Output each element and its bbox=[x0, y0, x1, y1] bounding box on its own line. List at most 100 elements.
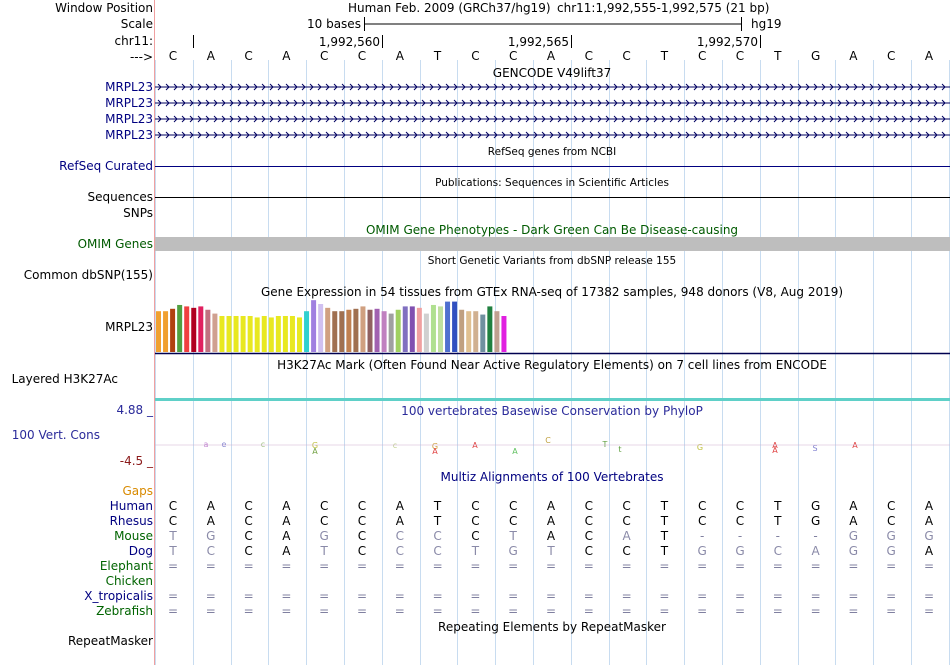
alignment-base: = bbox=[356, 589, 368, 603]
species-label[interactable]: Dog bbox=[128, 544, 153, 558]
alignment-base: T bbox=[169, 544, 177, 558]
cons-label[interactable]: 100 Vert. Cons bbox=[11, 428, 100, 442]
alignment-base: A bbox=[282, 529, 291, 543]
position-text[interactable]: chr11:1,992,555-1,992,575 (21 bp) bbox=[557, 1, 770, 15]
species-label[interactable]: Mouse bbox=[114, 529, 153, 543]
svg-text:A: A bbox=[772, 441, 778, 450]
alignment-base: A bbox=[849, 514, 858, 528]
alignment-base: - bbox=[737, 529, 743, 543]
svg-text:A: A bbox=[772, 446, 778, 455]
gtex-tissue-bar bbox=[332, 311, 338, 352]
alignment-base: = bbox=[394, 589, 405, 603]
cons-title: 100 vertebrates Basewise Conservation by… bbox=[401, 404, 703, 418]
gencode-label-3[interactable]: MRPL23 bbox=[105, 112, 153, 126]
alignment-base: A bbox=[206, 499, 215, 513]
alignment-base: A bbox=[622, 529, 631, 543]
gtex-tissue-bar bbox=[487, 306, 493, 352]
repeatmasker-label[interactable]: RepeatMasker bbox=[67, 634, 153, 648]
scale-label: Scale bbox=[120, 17, 153, 31]
species-label[interactable]: X_tropicalis bbox=[84, 589, 153, 603]
h3k27ac-label[interactable]: Layered H3K27Ac bbox=[11, 372, 118, 386]
alignment-base: T bbox=[547, 544, 555, 558]
alignment-base: = bbox=[697, 559, 708, 573]
reference-base: C bbox=[357, 49, 367, 63]
svg-text:G: G bbox=[432, 442, 438, 451]
gencode-label-2[interactable]: MRPL23 bbox=[105, 96, 153, 110]
alignment-base: = bbox=[281, 559, 292, 573]
species-label[interactable]: Human bbox=[109, 499, 153, 513]
scale-text: 10 bases bbox=[307, 17, 361, 31]
alignment-base: A bbox=[546, 499, 556, 513]
alignment-base: = bbox=[886, 559, 897, 573]
alignment-base: G bbox=[508, 544, 518, 558]
reference-base: G bbox=[810, 49, 821, 63]
gtex-tissue-bar bbox=[282, 316, 288, 352]
gencode-label-1[interactable]: MRPL23 bbox=[105, 80, 153, 94]
gencode-label-4[interactable]: MRPL23 bbox=[105, 128, 153, 142]
alignment-base: = bbox=[545, 589, 557, 603]
gtex-tissue-bar bbox=[430, 304, 436, 352]
alignment-base: C bbox=[886, 499, 896, 513]
gtex-tissue-bar bbox=[205, 309, 211, 352]
gencode-transcripts[interactable] bbox=[155, 80, 950, 142]
omim-feature-bar[interactable] bbox=[155, 237, 950, 251]
alignment-base: = bbox=[734, 589, 746, 603]
species-label[interactable]: Zebrafish bbox=[96, 604, 153, 618]
h3k27ac-title: H3K27Ac Mark (Often Found Near Active Re… bbox=[277, 358, 827, 372]
alignment-base: C bbox=[357, 514, 367, 528]
gtex-tissue-bar bbox=[254, 317, 260, 352]
svg-text:A: A bbox=[312, 447, 318, 456]
alignment-base: = bbox=[508, 604, 519, 618]
species-label[interactable]: Chicken bbox=[105, 574, 153, 588]
alignment-base: G bbox=[206, 529, 216, 543]
cons-ymin: -4.5 _ bbox=[119, 454, 153, 468]
alignment-base: T bbox=[660, 499, 669, 513]
gtex-tissue-bar bbox=[388, 313, 394, 352]
alignment-base: C bbox=[773, 544, 782, 558]
gtex-label[interactable]: MRPL23 bbox=[105, 320, 153, 334]
publications-label-snps[interactable]: SNPs bbox=[123, 206, 153, 220]
gtex-tissue-bar bbox=[233, 316, 239, 352]
alignment-base: = bbox=[167, 604, 179, 618]
alignment-base: C bbox=[357, 529, 367, 543]
species-label[interactable]: Elephant bbox=[99, 559, 153, 573]
alignment-base: T bbox=[169, 529, 177, 543]
gtex-tissue-bar bbox=[289, 316, 295, 352]
alignment-base: = bbox=[205, 589, 216, 603]
publications-line[interactable] bbox=[155, 197, 950, 198]
refseq-label[interactable]: RefSeq Curated bbox=[59, 159, 153, 173]
alignment-base: = bbox=[243, 559, 254, 573]
gaps-label[interactable]: Gaps bbox=[122, 484, 153, 498]
gtex-bar-chart[interactable] bbox=[155, 299, 950, 355]
alignment-base: = bbox=[697, 604, 708, 618]
reference-base: C bbox=[471, 49, 480, 63]
h3k27ac-signal[interactable] bbox=[155, 398, 950, 401]
alignment-base: = bbox=[886, 589, 897, 603]
publications-label-sequences[interactable]: Sequences bbox=[87, 190, 153, 204]
gtex-tissue-bar bbox=[353, 308, 359, 352]
gencode-title: GENCODE V49lift37 bbox=[492, 66, 612, 80]
omim-label[interactable]: OMIM Genes bbox=[77, 237, 153, 251]
svg-text:e: e bbox=[222, 440, 227, 449]
dbsnp-label[interactable]: Common dbSNP(155) bbox=[23, 268, 153, 282]
gencode-transcript bbox=[155, 115, 950, 123]
gtex-tissue-bar bbox=[198, 306, 204, 352]
species-label[interactable]: Rhesus bbox=[109, 514, 153, 528]
dbsnp-title: Short Genetic Variants from dbSNP releas… bbox=[427, 255, 677, 267]
alignment-base: = bbox=[508, 589, 519, 603]
gtex-tissue-bar bbox=[452, 301, 458, 352]
species-alignment-row: = = = = = = = = = = = = = = = = = = = = = bbox=[155, 604, 950, 619]
alignment-base: = bbox=[923, 604, 935, 618]
gtex-tissue-bar bbox=[494, 311, 500, 352]
alignment-base: A bbox=[395, 514, 404, 528]
svg-text:A: A bbox=[432, 447, 438, 456]
alignment-base: = bbox=[356, 604, 368, 618]
alignment-base: G bbox=[735, 544, 745, 558]
alignment-base: C bbox=[697, 499, 707, 513]
alignment-base: = bbox=[659, 589, 670, 603]
alignment-base: C bbox=[622, 514, 631, 528]
refseq-line[interactable] bbox=[155, 166, 950, 167]
gtex-tissue-bar bbox=[212, 313, 218, 352]
